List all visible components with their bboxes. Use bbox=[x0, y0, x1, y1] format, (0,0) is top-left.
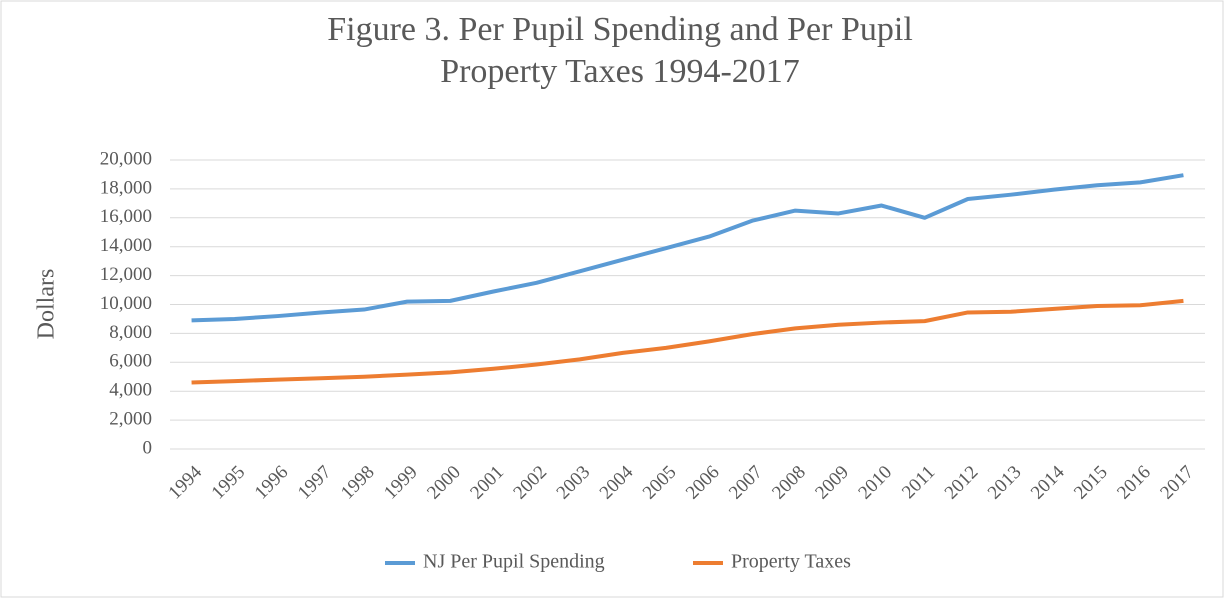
y-tick-label: 4,000 bbox=[109, 380, 152, 401]
chart-title: Property Taxes 1994-2017 bbox=[440, 53, 800, 90]
y-tick-label: 8,000 bbox=[109, 322, 152, 343]
line-series bbox=[191, 298, 1184, 385]
y-tick-label: 2,000 bbox=[109, 408, 152, 429]
legend-label: NJ Per Pupil Spending bbox=[423, 551, 605, 573]
y-tick-label: 20,000 bbox=[100, 148, 152, 169]
y-tick-label: 6,000 bbox=[109, 351, 152, 372]
y-tick-label: 10,000 bbox=[100, 293, 152, 314]
chart-title: Figure 3. Per Pupil Spending and Per Pup… bbox=[327, 11, 913, 48]
legend-label: Property Taxes bbox=[731, 551, 851, 573]
y-tick-label: 12,000 bbox=[100, 264, 152, 285]
y-tick-label: 18,000 bbox=[100, 177, 152, 198]
y-tick-label: 0 bbox=[143, 437, 153, 458]
line-series bbox=[191, 173, 1184, 323]
y-axis-title: Dollars bbox=[34, 269, 60, 340]
y-tick-label: 16,000 bbox=[100, 206, 152, 227]
y-tick-label: 14,000 bbox=[100, 235, 152, 256]
